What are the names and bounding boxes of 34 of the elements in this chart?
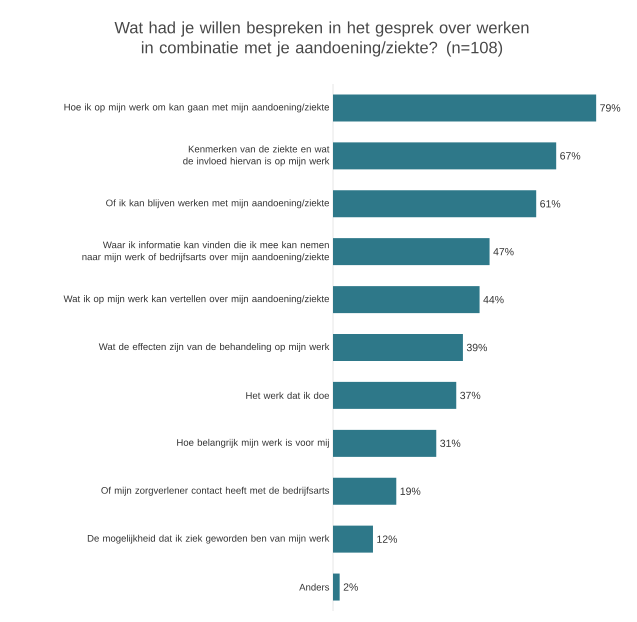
bar [333,94,596,122]
y-tick-label: Hoe belangrijk mijn werk is voor mij [177,438,329,448]
y-tick-label: Het werk dat ik doe [246,392,330,399]
bar [333,478,396,505]
y-tick-label: Waar ik informatie kan vinden die ik mee kan nemen naar mijn werk of bedrijfsarts over mijn aandoening/ziekte [82,241,330,262]
y-tick-label: Anders [299,584,330,591]
bar [333,286,480,314]
data-label: 79% [600,104,620,112]
data-label: 31% [440,440,460,448]
data-label: 39% [466,344,487,352]
y-tick-label: Of mijn zorgverlener contact heeft met de bedrijfsarts [101,486,330,496]
bar [333,142,556,170]
data-label: 12% [377,535,398,543]
y-tick-label: Of ik kan blijven werken met mijn aandoening/ziekte [106,199,330,208]
data-label: 37% [460,392,480,400]
bar [333,190,536,218]
y-tick-label: Kenmerken van de ziekte en wat de invloed hiervan is op mijn werk [183,145,330,166]
bar [333,430,436,457]
data-label: 2% [344,583,358,591]
bar [333,382,456,409]
data-label: 67% [560,152,580,160]
y-tick-label: Wat de effecten zijn van de behandeling op mijn werk [98,343,330,352]
chart-title: Wat had je willen bespreken in het gesprek over werken in combinatie met je aandoening/ziekte? (n=108) [114,21,528,57]
data-label: 47% [493,248,514,256]
bar [333,238,490,266]
y-tick-label: De mogelijkheid dat ik ziek geworden ben van mijn werk [88,534,330,544]
bar [333,574,340,601]
bar [333,334,463,362]
data-label: 19% [400,488,420,495]
y-tick-label: Wat ik op mijn werk kan vertellen over mijn aandoening/ziekte [64,295,329,304]
data-label: 61% [540,200,560,208]
bar [333,526,373,553]
y-tick-label: Hoe ik op mijn werk om kan gaan met mijn aandoening/ziekte [64,104,329,112]
data-label: 44% [483,296,504,304]
